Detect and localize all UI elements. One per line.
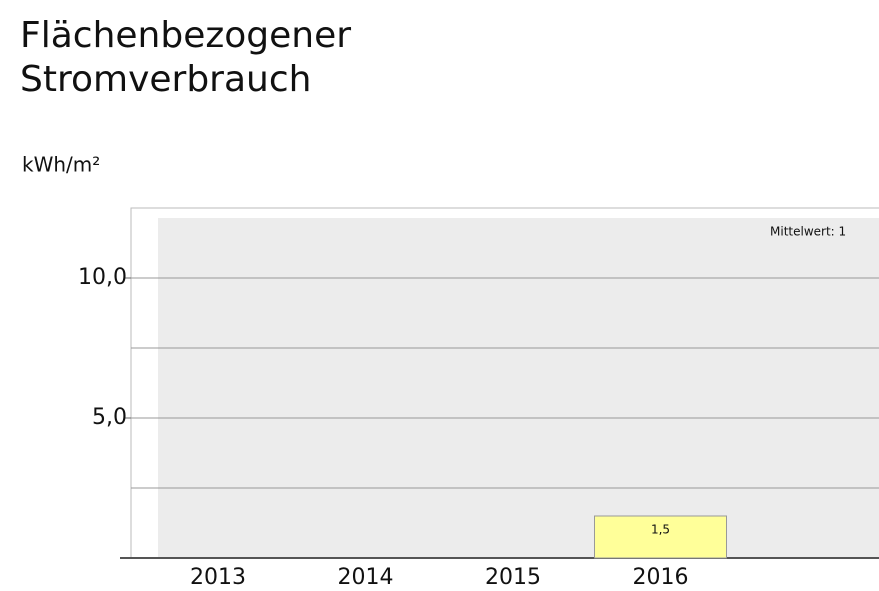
bar (594, 515, 727, 559)
x-tick-label: 2014 (338, 565, 394, 590)
chart-title: Flächenbezogener Stromverbrauch (20, 15, 352, 100)
x-tick-label: 2013 (190, 565, 246, 590)
y-axis-label: kWh/m² (22, 153, 100, 177)
plot-background (158, 218, 879, 558)
y-tick-label: 5,0 (92, 405, 127, 430)
annotation: Mittelwert: 1 (770, 225, 846, 239)
y-tick-label: 10,0 (78, 265, 127, 290)
value-label: 1,5 (651, 523, 670, 537)
x-tick-label: 2015 (485, 565, 541, 590)
x-tick-label: 2016 (633, 565, 689, 590)
